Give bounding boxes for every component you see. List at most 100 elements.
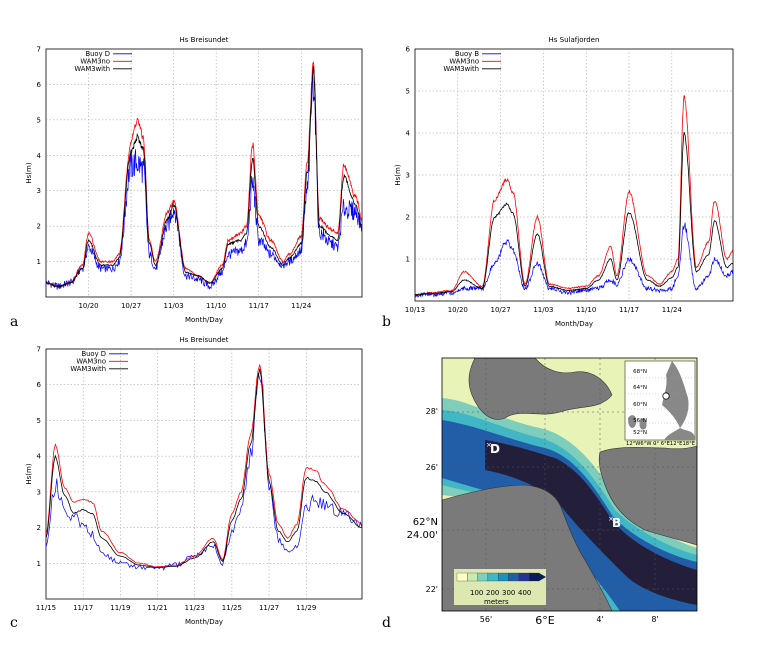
x-tick-label: 10/27 [121,302,141,310]
panel-letter-a: a [10,314,18,330]
series-line-wam3no [46,363,362,568]
y-tick-label: 5 [406,88,410,96]
map-lon-tick: 8' [651,615,658,624]
x-tick-label: 11/25 [222,604,242,612]
bathymetry-map: × D × B [407,357,698,627]
y-tick-label: 4 [37,453,42,461]
x-tick-label: 11/15 [36,604,56,612]
land-north-island [468,358,613,420]
chart-title: Hs Breisundet [180,336,229,344]
colorbar-cell [498,572,509,582]
y-tick-label: 2 [37,223,41,231]
chart-panel-b: Hs Sulafjorden Month/Day Hs(m) 1 2 3 4 5 6 10/13 1… [394,36,734,328]
x-tick-label: 10/13 [405,306,425,314]
x-tick-label: 11/03 [533,306,553,314]
map-lon-tick: 6°E [535,614,554,627]
map-lon-tick: 56' [480,615,492,624]
series-line-wam3with [415,132,733,296]
chart-panel-c: Hs Breisundet Month/Day Hs(m) 1 2 3 4 5 6 7 11/15 1… [25,336,363,626]
svg-text:×: × [608,515,614,523]
x-axis-label: Month/Day [185,316,223,324]
colorbar-cell [487,572,499,582]
legend-label: WAM3no [80,58,110,66]
chart-title: Hs Breisundet [180,36,229,44]
series-line-buoy-b [415,222,733,298]
series-line-wam3with [46,368,362,569]
inset-lat-tick: 56°N [633,418,647,424]
x-tick-label: 11/10 [576,306,596,314]
panel-letter-c: c [10,615,18,631]
y-tick-label: 6 [406,46,411,54]
colorbar-tick: 400 [518,589,531,597]
x-axis-label: Month/Day [185,618,223,626]
map-grid [442,358,697,611]
svg-text:×: × [486,441,492,449]
y-tick-label: 4 [37,152,42,160]
land-east-mainland [598,445,697,546]
legend-label: Buoy B [455,50,479,58]
colorbar-tick: 300 [502,589,515,597]
chart-title: Hs Sulafjorden [549,36,600,44]
x-tick-label: 11/23 [185,604,205,612]
x-axis-label: Month/Day [555,320,593,328]
colorbar-label: meters [484,598,509,606]
depth-colorbar: 100 200 300 400 meters [454,569,546,606]
colorbar-cell [456,572,468,582]
depth-band-deep [485,440,697,605]
map-lon-tick: 4' [596,615,603,624]
x-tick-label: 11/24 [662,306,683,314]
y-tick-label: 6 [37,81,42,89]
x-tick-label: 11/29 [296,604,316,612]
series-line-buoy-d [46,67,362,290]
x-tick-label: 11/27 [259,604,279,612]
station-label-d: D [490,442,500,456]
y-tick-label: 3 [406,172,410,180]
colorbar-cell [528,572,540,582]
x-tick-label: 11/03 [164,302,184,310]
y-tick-label: 5 [37,417,41,425]
inset-lat-tick: 68°N [633,369,647,375]
y-tick-label: 2 [37,524,41,532]
colorbar-cell [508,572,519,582]
y-axis-label: Hs(m) [25,162,33,183]
legend-label: WAM3with [443,65,479,73]
y-tick-label: 1 [37,560,41,568]
plot-area [45,348,363,600]
inset-location-marker [662,392,670,400]
colorbar-tick: 200 [486,589,499,597]
colorbar-cell [518,572,530,582]
y-axis-label: Hs(m) [25,463,33,484]
x-tick-label: 10/27 [491,306,511,314]
legend-label: WAM3no [76,358,106,366]
y-tick-label: 3 [37,488,41,496]
x-tick-label: 11/17 [73,604,93,612]
legend-label: WAM3with [70,365,106,373]
chart-panel-a: Hs Breisundet Month/Day Hs(m) 1 2 3 4 5 6 7 10/20 1… [25,36,363,324]
y-tick-label: 1 [406,256,410,264]
y-tick-label: 7 [37,46,41,54]
x-tick-label: 11/10 [206,302,226,310]
station-marker-b: × B [608,515,621,530]
map-lat-tick: 28' [426,407,438,416]
map-lat-tick: 22' [426,585,438,594]
map-frame [441,357,698,612]
y-tick-label: 1 [37,258,41,266]
series-line-wam3with [46,65,362,288]
inset-lon-ticks: 12°W6°W 0° 6°E12°E18°E [626,441,695,447]
colorbar-tick: 100 [470,589,483,597]
x-tick-label: 10/20 [448,306,468,314]
panel-letter-b: b [382,314,391,330]
y-tick-label: 5 [37,116,41,124]
y-tick-label: 2 [406,214,410,222]
map-lat-tick: 26' [426,463,438,472]
y-tick-label: 3 [37,187,41,195]
map-lat-tick-main: 62°N 24.00' [407,517,438,541]
y-tick-label: 4 [406,130,411,138]
inset-lat-tick: 52°N [633,430,647,436]
x-tick-label: 11/17 [249,302,269,310]
legend-label: Buoy D [81,350,106,358]
x-tick-label: 11/24 [291,302,312,310]
inset-lat-tick: 64°N [633,385,647,391]
station-marker-d: × D [486,441,500,456]
station-label-b: B [612,516,621,530]
